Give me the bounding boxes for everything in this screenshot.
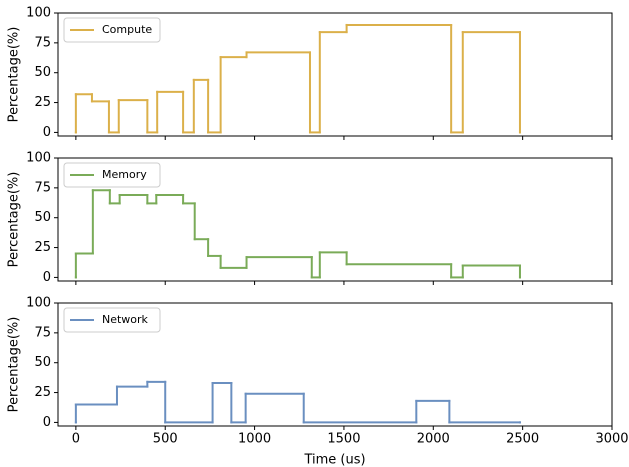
y-tick-label: 25 bbox=[34, 95, 51, 110]
axes-frame bbox=[57, 157, 613, 282]
x-tick-label: 500 bbox=[153, 432, 178, 447]
y-tick-label: 25 bbox=[34, 385, 51, 400]
y-tick-label: 50 bbox=[34, 65, 51, 80]
legend-label: Compute bbox=[102, 23, 152, 36]
y-tick-label: 50 bbox=[34, 210, 51, 225]
x-tick-label: 0 bbox=[72, 432, 80, 447]
y-tick-label: 75 bbox=[34, 180, 51, 195]
x-tick-label: 3000 bbox=[595, 432, 628, 447]
y-axis-label: Percentage(%) bbox=[7, 317, 22, 413]
y-tick-label: 25 bbox=[34, 240, 51, 255]
x-axis-label: Time (us) bbox=[303, 453, 365, 467]
y-tick-label: 75 bbox=[34, 325, 51, 340]
axes-frame bbox=[57, 12, 613, 137]
y-axis-label: Percentage(%) bbox=[7, 172, 22, 268]
y-tick-label: 0 bbox=[43, 415, 51, 430]
legend-box bbox=[63, 307, 161, 333]
legend: Network bbox=[63, 307, 161, 333]
y-tick-label: 0 bbox=[43, 125, 51, 140]
legend: Compute bbox=[63, 17, 161, 43]
x-tick-label: 1000 bbox=[238, 432, 271, 447]
legend-box bbox=[63, 162, 161, 188]
y-tick-label: 75 bbox=[34, 35, 51, 50]
x-tick-label: 1500 bbox=[327, 432, 360, 447]
y-tick-label: 0 bbox=[43, 270, 51, 285]
y-tick-label: 100 bbox=[26, 151, 51, 166]
y-tick-label: 100 bbox=[26, 6, 51, 21]
legend-label: Network bbox=[102, 313, 149, 326]
axes-frame bbox=[57, 302, 613, 427]
x-tick-label: 2500 bbox=[506, 432, 539, 447]
y-tick-label: 100 bbox=[26, 296, 51, 311]
y-tick-label: 50 bbox=[34, 355, 51, 370]
x-tick-label: 2000 bbox=[417, 432, 450, 447]
legend-box bbox=[63, 17, 161, 43]
legend-label: Memory bbox=[102, 168, 147, 181]
legend: Memory bbox=[63, 162, 161, 188]
y-axis-label: Percentage(%) bbox=[7, 27, 22, 123]
